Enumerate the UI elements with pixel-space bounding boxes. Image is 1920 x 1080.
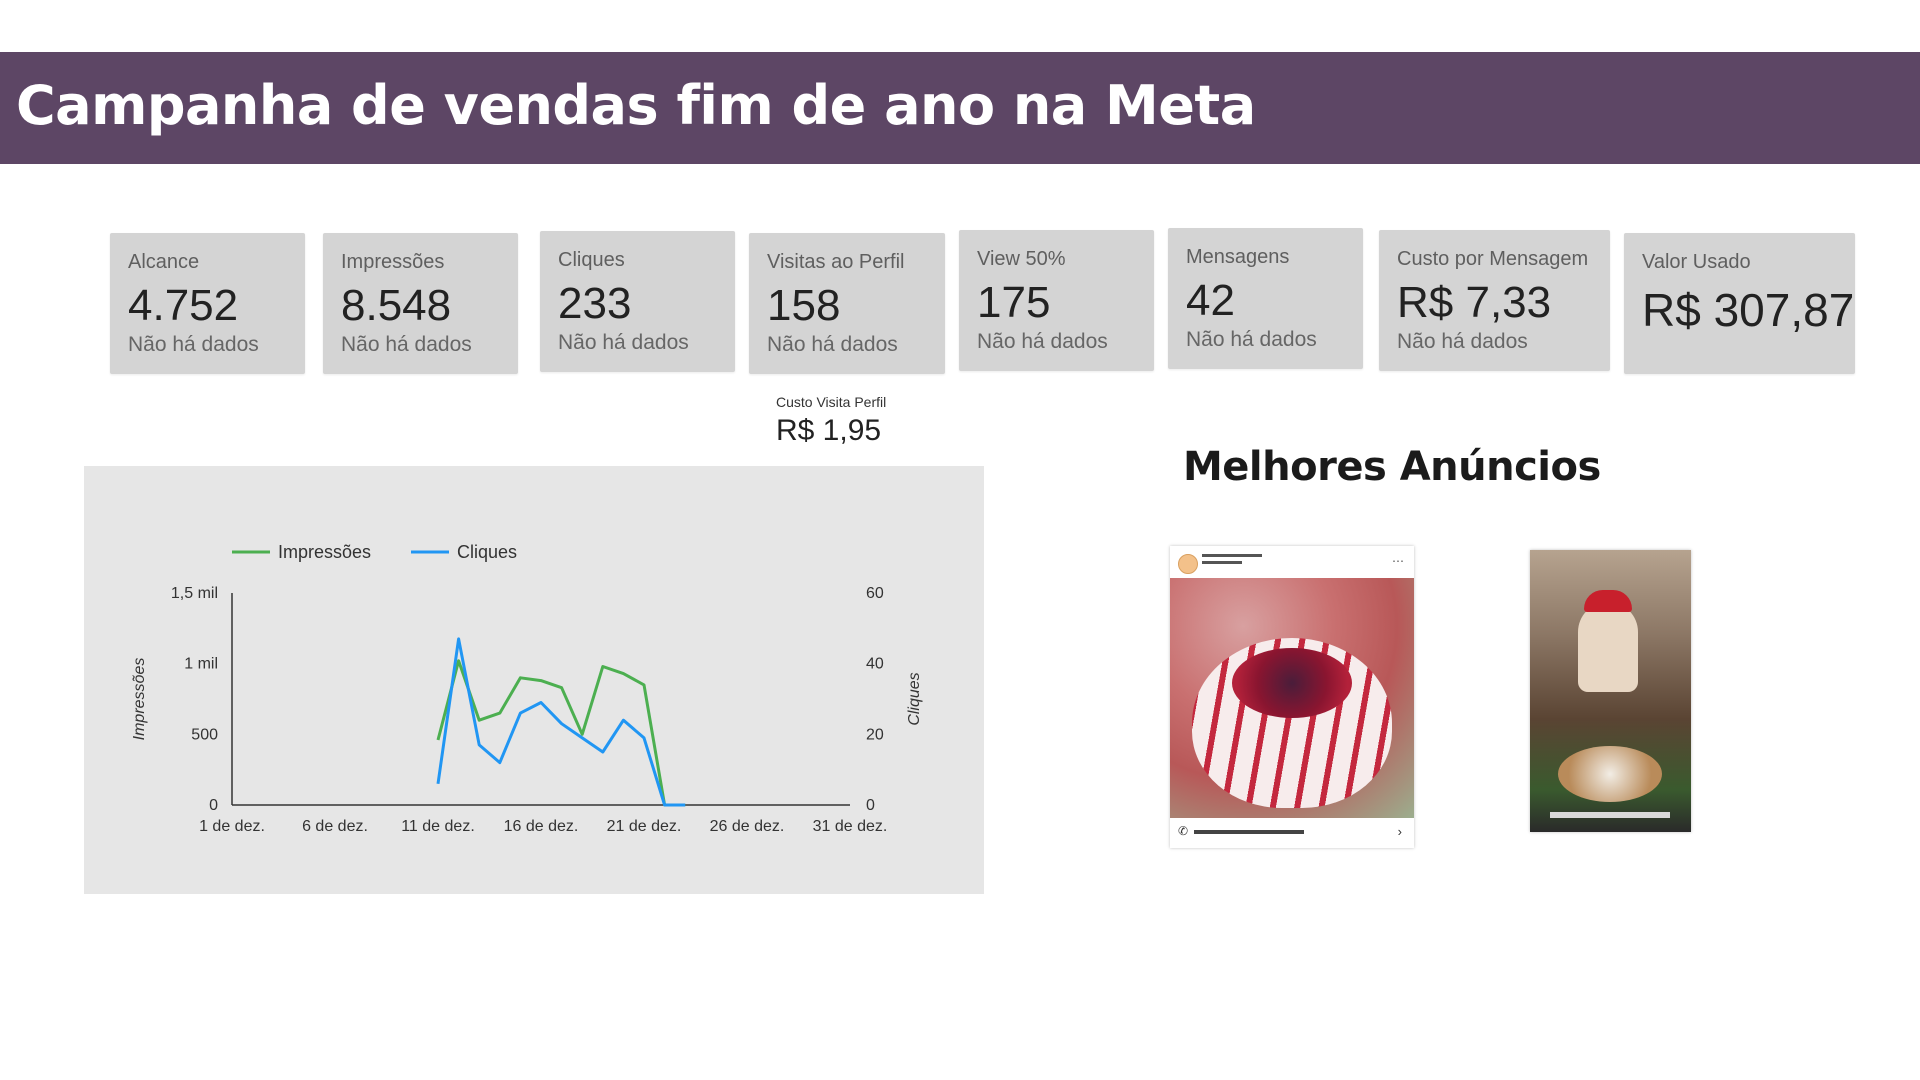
kpi-label: View 50% [977,248,1066,270]
more-icon[interactable]: ⋯ [1392,554,1404,568]
kpi-card-custo-mensagem: Custo por Mensagem R$ 7,33 Não há dados [1379,230,1610,371]
y-right-tick-label: 40 [866,656,884,673]
page-title: Campanha de vendas fim de ano na Meta [16,74,1256,137]
kpi-value: 8.548 [341,281,452,330]
x-tick-label: 6 de dez. [302,818,368,835]
kpi-label: Visitas ao Perfil [767,251,905,273]
x-tick-label: 21 de dez. [607,818,682,835]
kpi-label: Mensagens [1186,246,1290,268]
x-tick-label: 26 de dez. [710,818,785,835]
kpi-label: Custo por Mensagem [1397,248,1589,270]
ad-cta[interactable]: ✆ › [1170,818,1414,848]
kpi-value: 4.752 [128,281,239,330]
ad-image-dessert [1170,578,1414,818]
kpi-label: Valor Usado [1642,251,1751,273]
kpi-card-impressoes: Impressões 8.548 Não há dados [323,233,518,374]
kpi-value: 233 [558,279,632,328]
kpi-card-view-50: View 50% 175 Não há dados [959,230,1154,371]
y-left-tick-label: 1,5 mil [171,585,218,602]
header-bar: Campanha de vendas fim de ano na Meta [0,52,1920,164]
kpi-card-visitas-perfil: Visitas ao Perfil 158 Não há dados [749,233,945,374]
whatsapp-icon: ✆ [1178,824,1189,838]
y-left-tick-label: 500 [191,726,218,743]
legend-label-cliques: Cliques [457,542,517,562]
kpi-card-alcance: Alcance 4.752 Não há dados [110,233,305,374]
kpi-comparison: Não há dados [341,333,472,356]
series-line-impressoes [436,659,686,807]
y-left-axis-title: Impressões [131,658,148,741]
kpi-comparison: Não há dados [767,333,898,356]
y-right-axis-title: Cliques [906,672,923,725]
y-left-tick-label: 0 [209,797,218,814]
kpi-card-mensagens: Mensagens 42 Não há dados [1168,228,1363,369]
x-tick-label: 1 de dez. [199,818,265,835]
y-left-tick-label: 1 mil [184,656,218,673]
kpi-label: Cliques [558,249,625,271]
kpi-value: 175 [977,278,1051,327]
x-tick-label: 11 de dez. [401,818,475,835]
kpi-comparison: Não há dados [977,330,1108,353]
kpi-comparison: Não há dados [128,333,259,356]
avatar [1178,554,1198,574]
ad-image-video [1530,550,1691,832]
kpi-card-valor-usado: Valor Usado R$ 307,87 [1624,233,1855,374]
y-right-tick-label: 0 [866,797,875,814]
kpi-value: 42 [1186,276,1235,325]
ad-preview-1[interactable]: ⋯ ✆ › [1170,546,1414,848]
ads-section-title: Melhores Anúncios [1183,444,1601,490]
ad-header: ⋯ [1170,546,1414,578]
kpi-comparison: Não há dados [1397,330,1528,353]
ad-preview-2[interactable] [1530,550,1691,832]
cost-visit-label: Custo Visita Perfil [776,394,887,410]
y-right-tick-label: 60 [866,585,884,602]
kpi-value: R$ 7,33 [1397,278,1552,327]
kpi-label: Alcance [128,251,200,273]
series-line-cliques [436,637,686,807]
kpi-value: 158 [767,281,841,330]
x-tick-label: 31 de dez. [813,818,888,835]
kpi-card-cliques: Cliques 233 Não há dados [540,231,735,372]
kpi-value: R$ 307,87 [1642,284,1855,336]
y-right-tick-label: 20 [866,726,884,743]
kpi-comparison: Não há dados [1186,328,1317,351]
chevron-right-icon: › [1397,824,1402,839]
x-tick-label: 16 de dez. [504,818,579,835]
chart-panel: 0 500 1 mil 1,5 mil 0 20 40 60 1 de dez. 6 de dez… [84,466,984,894]
kpi-label: Impressões [341,251,445,273]
legend-label-impressoes: Impressões [278,542,371,562]
line-chart: 0 500 1 mil 1,5 mil 0 20 40 60 1 de dez. 6 de dez… [131,542,923,835]
kpi-comparison: Não há dados [558,331,689,354]
cost-visit-value: R$ 1,95 [776,414,882,447]
